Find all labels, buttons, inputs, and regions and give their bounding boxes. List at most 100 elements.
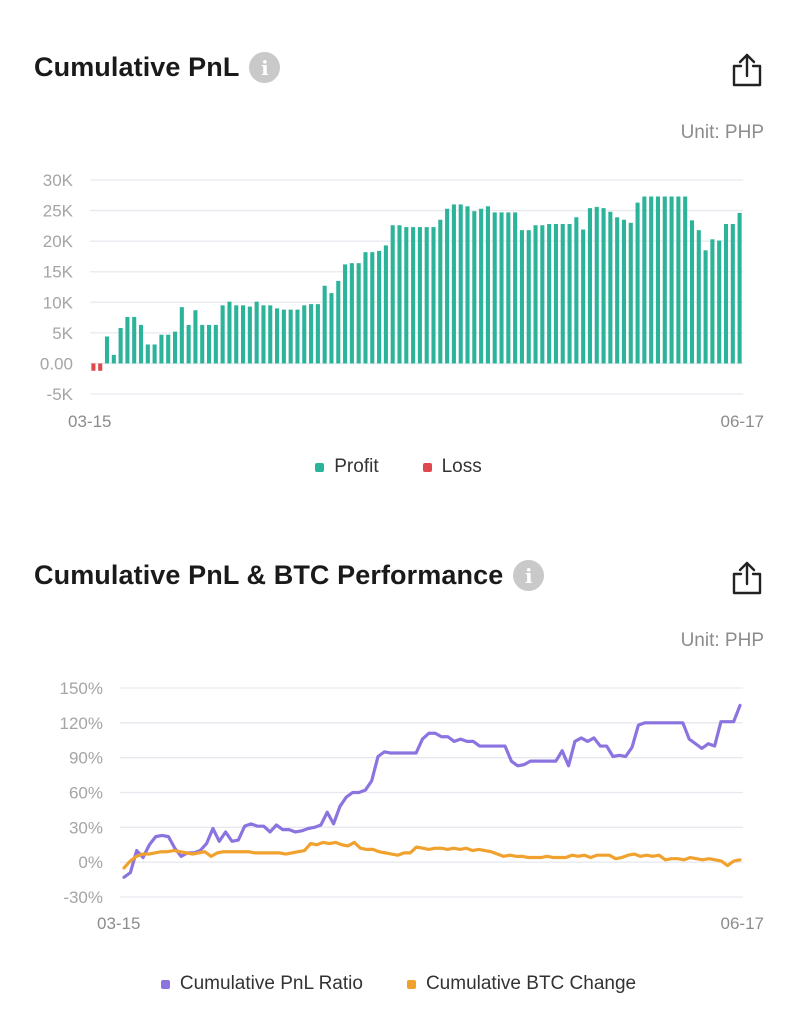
pnl-ratio-line[interactable]: [122, 703, 742, 879]
profit-bar[interactable]: [234, 305, 239, 364]
profit-bar[interactable]: [322, 285, 327, 364]
profit-bar[interactable]: [138, 324, 144, 364]
profit-bar[interactable]: [526, 230, 531, 364]
share-icon[interactable]: [730, 52, 764, 88]
profit-bar[interactable]: [295, 309, 300, 364]
profit-bar[interactable]: [220, 305, 225, 364]
profit-bar[interactable]: [200, 324, 205, 364]
profit-bar[interactable]: [356, 263, 361, 364]
profit-bar[interactable]: [288, 309, 293, 364]
profit-bar[interactable]: [608, 211, 613, 364]
profit-bar[interactable]: [213, 324, 218, 364]
profit-bar[interactable]: [411, 227, 416, 364]
profit-bar[interactable]: [349, 263, 354, 364]
profit-bar[interactable]: [737, 213, 742, 364]
profit-bar[interactable]: [207, 324, 212, 364]
profit-bar[interactable]: [329, 293, 334, 364]
profit-bar[interactable]: [343, 264, 348, 364]
loss-bar[interactable]: [98, 363, 103, 371]
profit-bar[interactable]: [370, 252, 375, 364]
btc-change-line[interactable]: [122, 840, 742, 870]
profit-bar[interactable]: [723, 224, 729, 364]
loss-bar[interactable]: [91, 363, 96, 371]
profit-bar[interactable]: [717, 240, 722, 364]
profit-bar[interactable]: [377, 250, 382, 364]
profit-bar[interactable]: [193, 310, 198, 364]
profit-bar[interactable]: [485, 206, 490, 364]
profit-bar[interactable]: [560, 224, 565, 364]
profit-bar[interactable]: [662, 196, 667, 364]
profit-bar[interactable]: [458, 204, 463, 364]
profit-bar[interactable]: [111, 354, 116, 364]
profit-bar[interactable]: [730, 224, 735, 364]
profit-bar[interactable]: [669, 196, 674, 364]
profit-bar[interactable]: [152, 344, 157, 364]
profit-bar[interactable]: [159, 334, 164, 364]
profit-bar[interactable]: [281, 309, 286, 364]
profit-bar[interactable]: [547, 224, 552, 364]
profit-bar[interactable]: [104, 336, 110, 364]
profit-bar[interactable]: [336, 280, 341, 364]
info-icon[interactable]: i: [513, 560, 545, 591]
legend-item-loss[interactable]: Loss: [422, 456, 482, 478]
profit-bar[interactable]: [179, 307, 184, 364]
profit-bar[interactable]: [587, 208, 592, 364]
profit-bar[interactable]: [499, 212, 504, 364]
profit-bar[interactable]: [445, 208, 450, 364]
profit-bar[interactable]: [451, 204, 456, 364]
info-icon[interactable]: i: [249, 52, 281, 83]
profit-bar[interactable]: [465, 206, 470, 364]
profit-bar[interactable]: [172, 331, 178, 364]
profit-bar[interactable]: [628, 222, 633, 364]
profit-bar[interactable]: [696, 230, 701, 364]
profit-bar[interactable]: [397, 225, 402, 364]
profit-bar[interactable]: [615, 217, 620, 364]
legend-item-btc-change[interactable]: Cumulative BTC Change: [406, 973, 636, 995]
profit-bar[interactable]: [309, 304, 314, 364]
profit-bar[interactable]: [601, 208, 606, 364]
profit-bar[interactable]: [703, 250, 708, 364]
profit-bar[interactable]: [390, 225, 395, 364]
profit-bar[interactable]: [363, 252, 368, 364]
legend-item-profit[interactable]: Profit: [315, 456, 379, 478]
profit-bar[interactable]: [574, 217, 579, 364]
profit-bar[interactable]: [261, 305, 266, 364]
profit-bar[interactable]: [186, 324, 191, 364]
profit-bar[interactable]: [166, 334, 171, 364]
profit-bar[interactable]: [145, 344, 150, 364]
profit-bar[interactable]: [519, 230, 524, 364]
profit-bar[interactable]: [567, 224, 572, 364]
profit-bar[interactable]: [302, 305, 307, 364]
legend-item-pnl-ratio[interactable]: Cumulative PnL Ratio: [160, 973, 363, 995]
profit-bar[interactable]: [553, 224, 558, 364]
profit-bar[interactable]: [689, 220, 695, 364]
profit-bar[interactable]: [676, 196, 681, 364]
profit-bar[interactable]: [132, 316, 137, 364]
profit-bar[interactable]: [655, 196, 661, 364]
profit-bar[interactable]: [118, 327, 123, 364]
profit-bar[interactable]: [125, 316, 130, 364]
profit-bar[interactable]: [710, 239, 715, 364]
profit-bar[interactable]: [383, 245, 388, 364]
profit-bar[interactable]: [424, 227, 429, 364]
profit-bar[interactable]: [472, 211, 477, 364]
profit-bar[interactable]: [227, 301, 232, 364]
profit-bar[interactable]: [268, 305, 273, 364]
profit-bar[interactable]: [581, 229, 586, 364]
profit-bar[interactable]: [594, 206, 599, 364]
profit-bar[interactable]: [404, 227, 409, 364]
profit-bar[interactable]: [241, 305, 246, 364]
profit-bar[interactable]: [275, 308, 280, 364]
profit-bar[interactable]: [642, 196, 647, 364]
profit-bar[interactable]: [492, 212, 497, 364]
profit-bar[interactable]: [621, 219, 626, 364]
share-icon[interactable]: [730, 560, 764, 596]
profit-bar[interactable]: [431, 227, 436, 364]
profit-bar[interactable]: [315, 304, 320, 364]
profit-bar[interactable]: [649, 196, 654, 364]
profit-bar[interactable]: [247, 306, 252, 364]
profit-bar[interactable]: [479, 208, 484, 364]
profit-bar[interactable]: [438, 219, 443, 364]
profit-bar[interactable]: [533, 225, 538, 364]
profit-bar[interactable]: [540, 225, 545, 364]
